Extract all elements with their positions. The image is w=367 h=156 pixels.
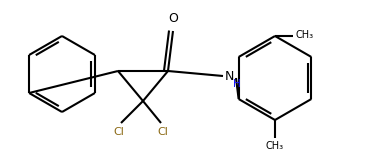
Text: Cl: Cl xyxy=(113,127,124,137)
Text: CH₃: CH₃ xyxy=(266,141,284,151)
Text: CH₃: CH₃ xyxy=(296,30,314,40)
Text: O: O xyxy=(168,12,178,25)
Text: Cl: Cl xyxy=(157,127,168,137)
Text: H: H xyxy=(233,79,241,89)
Text: N: N xyxy=(225,71,235,83)
